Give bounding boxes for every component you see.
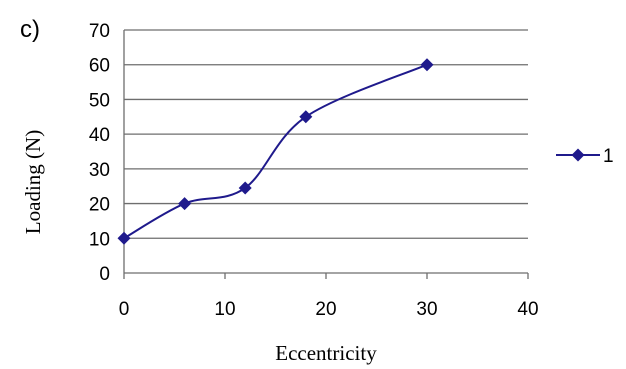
y-tick-label: 60 [89,56,110,77]
x-tick-labels: 0 10 20 30 40 [119,299,539,320]
x-tick-label: 0 [119,299,130,320]
y-tick-label: 0 [99,264,110,285]
x-tick-label: 20 [315,299,336,320]
axes [123,30,529,279]
legend-marker [571,148,585,162]
data-point [299,110,313,124]
series-line [123,63,428,240]
x-axis-title: Eccentricity [275,341,377,365]
legend: 1 [556,146,614,167]
y-tick-label: 30 [89,160,110,181]
y-tick-label: 70 [89,21,110,42]
y-tick-label: 50 [89,90,110,111]
data-point [238,181,252,195]
series-layer [117,58,434,245]
y-tick-label: 10 [89,229,110,250]
x-tick-label: 30 [416,299,437,320]
legend-label: 1 [603,146,614,167]
data-point [420,58,434,72]
data-point [178,197,192,211]
panel-label: c) [20,16,40,43]
y-tick-labels: 0 10 20 30 40 50 60 70 [89,21,110,285]
y-tick-label: 40 [89,125,110,146]
data-point [117,231,131,245]
grid-lines [124,29,528,239]
y-axis-title: Loading (N) [21,130,45,234]
x-tick-label: 10 [214,299,235,320]
y-tick-label: 20 [89,195,110,216]
x-tick-label: 40 [517,299,538,320]
